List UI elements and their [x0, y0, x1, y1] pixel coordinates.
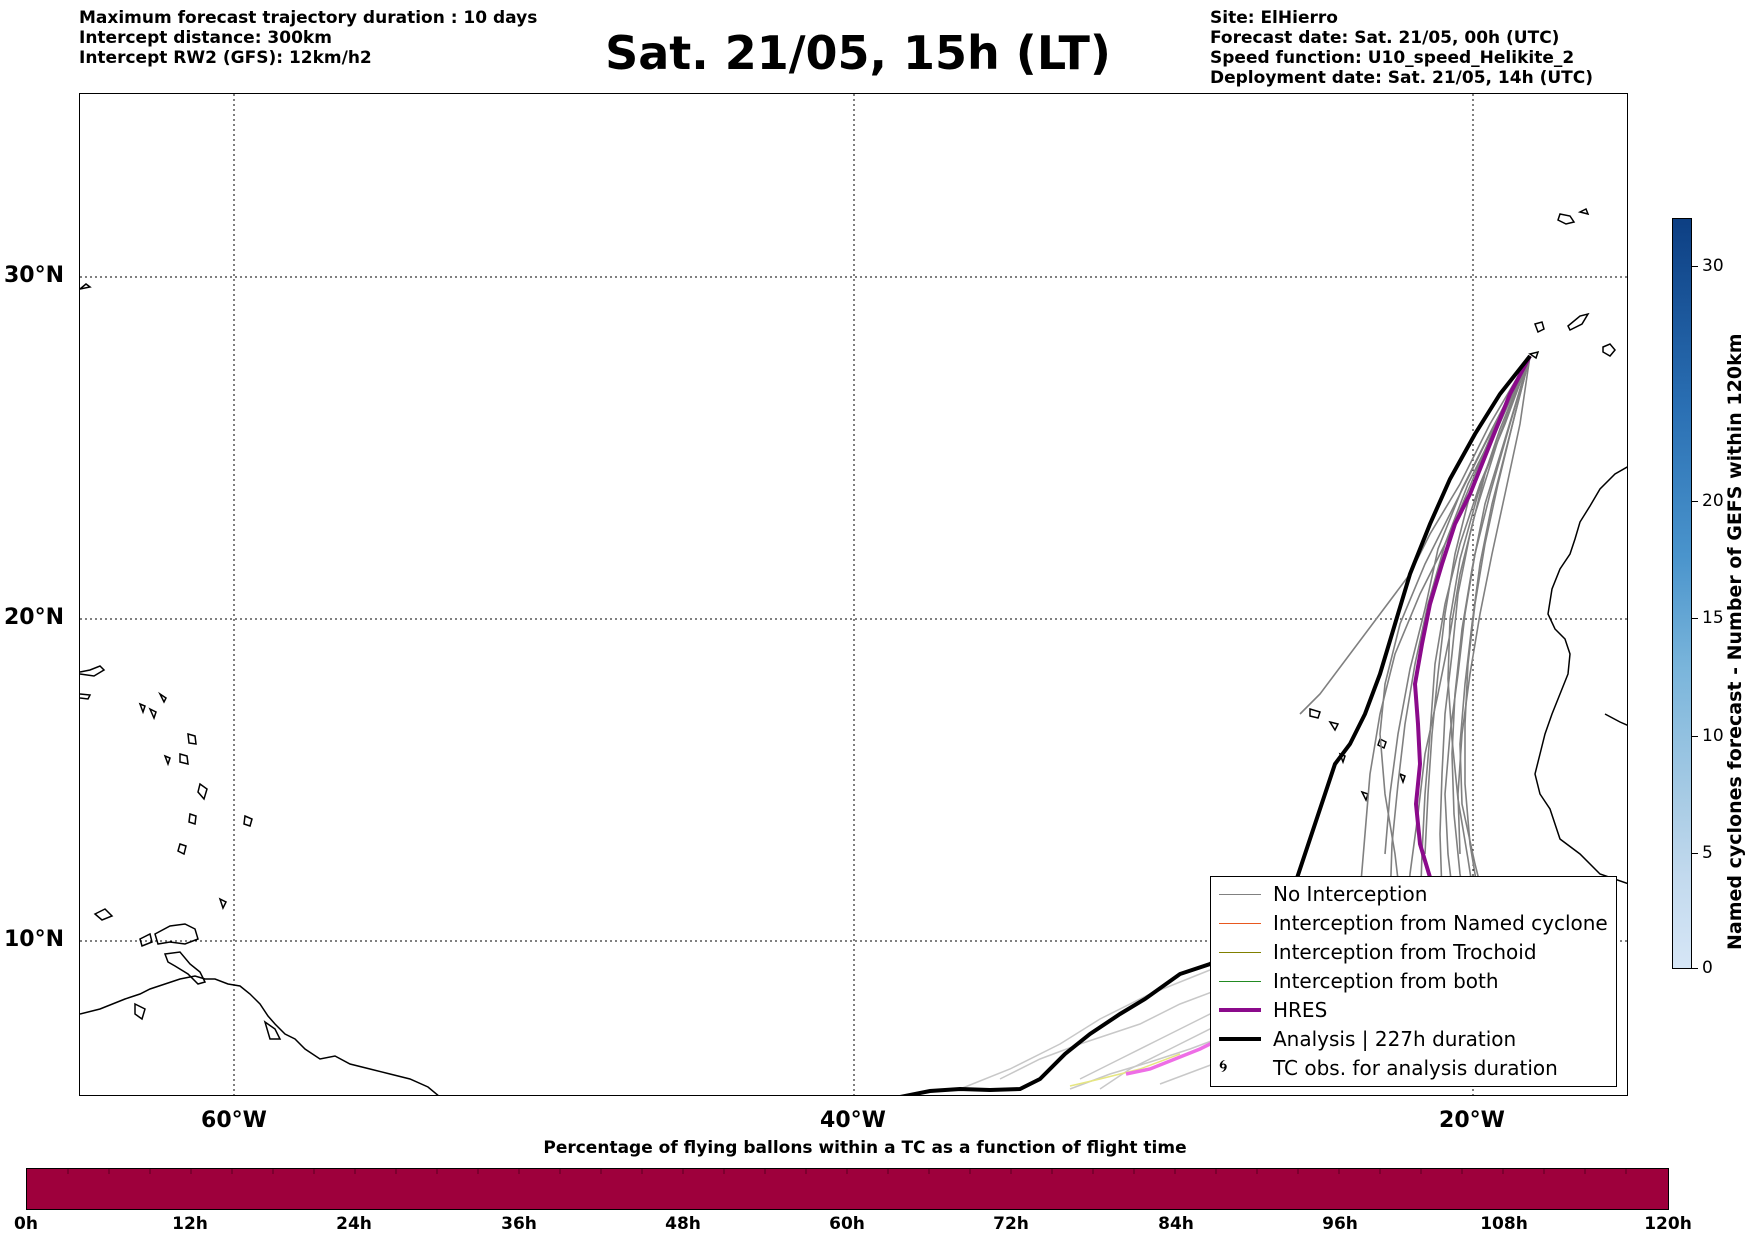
legend-swatch — [1219, 894, 1261, 895]
time-tick-label: 84h — [1158, 1214, 1194, 1234]
legend: No Interception Interception from Named … — [1210, 876, 1617, 1087]
lat-label-30n: 30°N — [3, 263, 64, 288]
colorbar-tick — [1692, 266, 1698, 267]
time-tick-label: 12h — [172, 1214, 208, 1234]
colorbar-label: 10 — [1702, 726, 1724, 746]
legend-label: Interception from Named cyclone — [1273, 911, 1608, 935]
colorbar-tick — [1692, 853, 1698, 854]
time-tick-label: 120h — [1644, 1214, 1692, 1234]
time-tick-label: 24h — [336, 1214, 372, 1234]
lon-label-40w: 40°W — [820, 1108, 886, 1133]
lat-label-10n: 10°N — [3, 927, 64, 952]
colorbar-tick — [1692, 501, 1698, 502]
legend-swatch — [1219, 923, 1261, 924]
colorbar-label: 30 — [1702, 256, 1724, 276]
time-tick-label: 108h — [1480, 1214, 1528, 1234]
page-title: Sat. 21/05, 15h (LT) — [605, 26, 1111, 80]
legend-item-tc-obs: 🌀︎ TC obs. for analysis duration — [1211, 1054, 1616, 1083]
colorbar-label: 5 — [1702, 843, 1713, 863]
header-right: Site: ElHierro Forecast date: Sat. 21/05… — [1210, 8, 1593, 88]
site-text: Site: ElHierro — [1210, 8, 1338, 28]
colorbar-label: 20 — [1702, 491, 1724, 511]
trochoid-trajectory — [1069, 1053, 1181, 1087]
deployment-date-text: Deployment date: Sat. 21/05, 14h (UTC) — [1210, 68, 1594, 88]
colorbar-title: Named cyclones forecast - Number of GEFS… — [1724, 333, 1746, 950]
lon-label-20w: 20°W — [1439, 1108, 1505, 1133]
time-tick-label: 96h — [1322, 1214, 1358, 1234]
coastlines — [80, 207, 1627, 1095]
colorbar-tick — [1692, 968, 1698, 969]
intercept-rw2-text: Intercept RW2 (GFS): 12km/h2 — [79, 48, 372, 68]
max-duration-text: Maximum forecast trajectory duration : 1… — [79, 8, 538, 28]
time-tick-label: 60h — [829, 1214, 865, 1234]
time-bar-ticks — [67, 1169, 1627, 1174]
legend-item-analysis: Analysis | 227h duration — [1211, 1025, 1616, 1054]
time-tick-label: 36h — [501, 1214, 537, 1234]
colorbar-tick — [1692, 618, 1698, 619]
legend-swatch — [1219, 1008, 1261, 1012]
intercept-distance-text: Intercept distance: 300km — [79, 28, 332, 48]
legend-label: TC obs. for analysis duration — [1273, 1056, 1558, 1080]
legend-label: No Interception — [1273, 882, 1428, 906]
legend-item-trochoid: Interception from Trochoid — [1211, 938, 1616, 967]
time-bar — [26, 1168, 1669, 1210]
legend-label: Interception from both — [1273, 969, 1499, 993]
legend-swatch — [1219, 952, 1261, 953]
lat-label-20n: 20°N — [3, 605, 64, 630]
time-tick-label: 72h — [993, 1214, 1029, 1234]
colorbar-tick — [1692, 736, 1698, 737]
legend-label: HRES — [1273, 998, 1328, 1022]
legend-item-no-interception: No Interception — [1211, 880, 1616, 909]
time-bar-title: Percentage of flying ballons within a TC… — [543, 1138, 1187, 1158]
legend-label: Analysis | 227h duration — [1273, 1027, 1517, 1051]
forecast-date-text: Forecast date: Sat. 21/05, 00h (UTC) — [1210, 28, 1560, 48]
legend-item-named-cyclone: Interception from Named cyclone — [1211, 909, 1616, 938]
cyclone-icon: 🌀︎ — [1219, 1056, 1227, 1077]
header-left: Maximum forecast trajectory duration : 1… — [79, 8, 537, 68]
ensemble-trajectories — [1299, 355, 1531, 955]
legend-label: Interception from Trochoid — [1273, 940, 1537, 964]
colorbar-label: 0 — [1702, 958, 1713, 978]
map-canvas — [80, 94, 1627, 1095]
time-tick-label: 48h — [665, 1214, 701, 1234]
colorbar — [1672, 218, 1692, 969]
legend-item-both: Interception from both — [1211, 967, 1616, 996]
time-tick-label: 0h — [14, 1214, 38, 1234]
speed-function-text: Speed function: U10_speed_Helikite_2 — [1210, 48, 1575, 68]
lon-label-60w: 60°W — [201, 1108, 267, 1133]
colorbar-label: 15 — [1702, 608, 1724, 628]
legend-swatch — [1219, 1037, 1261, 1041]
legend-item-hres: HRES — [1211, 996, 1616, 1025]
map-panel[interactable]: No Interception Interception from Named … — [79, 93, 1628, 1096]
legend-swatch — [1219, 981, 1261, 982]
